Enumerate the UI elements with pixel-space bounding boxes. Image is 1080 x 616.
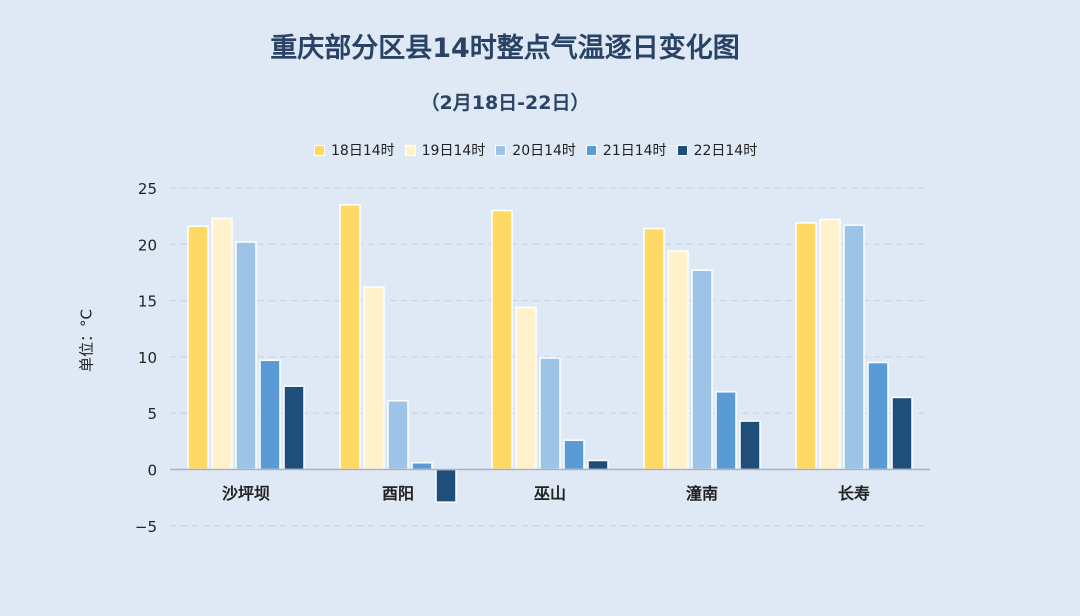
y-tick-label: −5 <box>135 518 157 536</box>
y-tick-label: 15 <box>138 293 157 311</box>
x-tick-label: 沙坪坝 <box>222 484 270 503</box>
legend-item[interactable]: 21日14时 <box>585 140 667 160</box>
bar[interactable] <box>891 396 913 471</box>
legend-label: 19日14时 <box>421 143 486 159</box>
legend-item[interactable]: 18日14时 <box>314 140 395 160</box>
legend-label: 21日14时 <box>602 143 667 159</box>
legend-item[interactable]: 19日14时 <box>404 140 486 160</box>
x-tick-label: 长寿 <box>838 484 870 503</box>
legend-swatch <box>404 144 416 156</box>
legend-label: 20日14时 <box>512 143 576 159</box>
x-tick-label: 酉阳 <box>382 484 414 503</box>
bar[interactable] <box>795 222 817 471</box>
legend-swatch <box>314 144 325 156</box>
bar[interactable] <box>411 461 433 471</box>
bar[interactable] <box>843 224 865 471</box>
bar[interactable] <box>435 468 457 503</box>
legend-label: 18日14时 <box>331 143 395 159</box>
legend-swatch <box>585 144 597 156</box>
bar[interactable] <box>211 217 233 471</box>
y-tick-label: 0 <box>147 462 157 480</box>
bar[interactable] <box>235 241 257 471</box>
bar[interactable] <box>587 459 609 471</box>
bar[interactable] <box>819 218 841 471</box>
chart-title: 重庆部分区县14时整点气温逐日变化图 <box>270 33 740 64</box>
legend-label: 22日14时 <box>693 143 758 159</box>
x-tick-label: 巫山 <box>534 484 566 503</box>
legend-swatch <box>495 144 507 156</box>
bar[interactable] <box>539 357 561 471</box>
bar[interactable] <box>387 400 409 471</box>
bar[interactable] <box>691 269 713 471</box>
bar[interactable] <box>667 250 689 471</box>
bar[interactable] <box>867 361 889 471</box>
bar[interactable] <box>643 227 665 471</box>
legend-item[interactable]: 22日14时 <box>676 140 758 160</box>
chart-subtitle: （2月18日-22日） <box>420 92 590 114</box>
bar[interactable] <box>739 420 761 471</box>
bar[interactable] <box>339 204 361 471</box>
bar[interactable] <box>283 385 305 471</box>
bar[interactable] <box>259 359 281 471</box>
legend-swatch <box>676 144 688 156</box>
bar[interactable] <box>187 225 209 471</box>
legend: 18日14时 19日14时 20日14时 21日14时 22日14时 <box>314 140 757 160</box>
bar[interactable] <box>715 391 737 471</box>
y-tick-label: 20 <box>138 236 157 254</box>
bar[interactable] <box>363 286 385 471</box>
x-tick-label: 潼南 <box>686 484 718 503</box>
y-tick-label: 5 <box>147 405 157 423</box>
legend-item[interactable]: 20日14时 <box>495 140 576 160</box>
bar[interactable] <box>515 306 537 471</box>
y-tick-label: 10 <box>138 349 157 367</box>
bar[interactable] <box>563 439 585 471</box>
y-tick-label: 25 <box>138 180 157 198</box>
bar[interactable] <box>491 209 513 471</box>
